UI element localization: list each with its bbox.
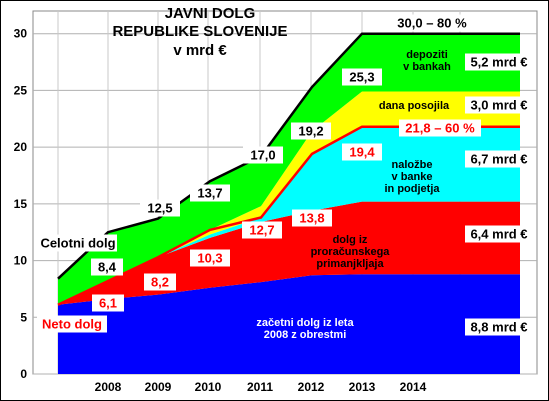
net-value-label: 10,3	[197, 251, 222, 266]
x-tick-label: 2009	[145, 380, 172, 394]
y-tick-label: 20	[14, 140, 28, 154]
area-label-red: proračunskega	[311, 246, 391, 258]
net-value-label: 13,8	[299, 211, 324, 226]
y-tick-label: 10	[14, 254, 28, 268]
net-value-label-box	[292, 209, 332, 227]
x-tick-label: 2013	[349, 380, 376, 394]
total-value-label: 13,7	[197, 186, 222, 201]
right-label-cyan-box	[465, 150, 533, 168]
y-tick-label: 0	[20, 367, 27, 381]
area-label-yellow: dana posojila	[379, 100, 450, 112]
area-cyan	[58, 125, 520, 305]
area-label-blue: začetni dolg iz leta	[256, 317, 354, 329]
chart-title: v mrd €	[173, 42, 227, 59]
total-value-label-box	[140, 199, 180, 217]
area-label-cyan: in podjetja	[385, 183, 441, 195]
net-value-label: 21,8 – 60 %	[405, 121, 475, 136]
x-tick-label: 2010	[195, 380, 222, 394]
total-value-label-box	[342, 68, 382, 86]
right-label-blue: 8,8 mrd €	[470, 320, 527, 335]
right-label-red-box	[465, 225, 533, 243]
total-debt-legend: Celotni dolg	[40, 236, 115, 251]
area-label-green: depoziti	[406, 49, 448, 61]
total-value-label-box	[190, 184, 230, 202]
x-tick-label: 2012	[298, 380, 325, 394]
net-debt-legend-box	[37, 315, 107, 333]
area-label-cyan: naložbe	[392, 159, 433, 171]
total-value-label-box	[291, 122, 331, 140]
net-value-label: 6,1	[99, 296, 117, 311]
total-value-label-box	[243, 146, 283, 164]
area-label-green: v bankah	[403, 61, 451, 73]
net-value-label-box	[399, 119, 481, 137]
y-tick-label: 5	[20, 310, 27, 324]
total-value-label: 8,4	[98, 260, 117, 275]
total-value-label-box	[91, 258, 123, 276]
total-value-label: 19,2	[298, 124, 323, 139]
x-tick-label: 2011	[247, 380, 273, 394]
area-label-blue: 2008 z obrestmi	[264, 329, 347, 341]
right-label-red: 6,4 mrd €	[470, 227, 527, 242]
right-label-yellow-box	[465, 96, 533, 114]
x-tick-label: 2008	[95, 380, 122, 394]
net-debt-line	[57, 125, 520, 306]
net-value-label-box	[144, 273, 176, 291]
area-label-red: primanjkljaja	[316, 258, 384, 270]
net-value-label: 19,4	[349, 145, 375, 160]
total-value-label-box	[390, 14, 474, 32]
total-value-label: 12,5	[147, 201, 172, 216]
net-value-label-box	[342, 143, 382, 161]
area-label-cyan: v banke	[392, 171, 433, 183]
net-value-label-box	[190, 249, 230, 267]
net-value-label: 8,2	[151, 275, 169, 290]
area-label-red: dolg iz	[333, 234, 368, 246]
total-value-label: 25,3	[349, 70, 374, 85]
area-blue	[58, 274, 520, 374]
right-label-yellow: 3,0 mrd €	[470, 98, 527, 113]
net-value-label: 12,7	[249, 223, 274, 238]
right-label-blue-box	[465, 318, 533, 336]
total-value-label: 17,0	[250, 148, 275, 163]
y-tick-label: 30	[14, 27, 28, 41]
net-value-label-box	[242, 221, 282, 239]
chart-title: REPUBLIKE SLOVENIJE	[112, 23, 287, 40]
chart-title: JAVNI DOLG	[165, 5, 256, 22]
y-tick-label: 25	[14, 83, 28, 97]
x-tick-label: 2014	[400, 380, 427, 394]
right-label-cyan: 6,7 mrd €	[470, 152, 527, 167]
total-value-label: 30,0 – 80 %	[397, 16, 467, 31]
net-debt-legend: Neto dolg	[42, 317, 102, 332]
right-label-green-box	[465, 53, 533, 71]
total-debt-legend-box	[39, 234, 117, 252]
area-green	[58, 32, 520, 305]
y-tick-label: 15	[14, 197, 28, 211]
net-value-label-box	[92, 294, 124, 312]
right-label-green: 5,2 mrd €	[470, 55, 527, 70]
